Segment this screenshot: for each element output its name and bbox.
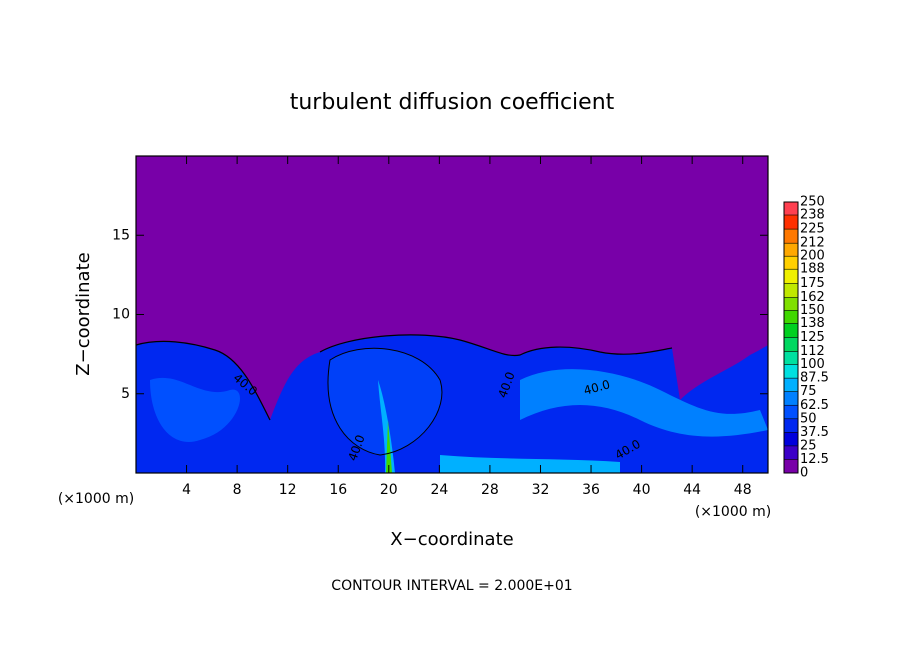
x-tick-label: 44	[683, 482, 701, 498]
colorbar-label: 100	[800, 357, 825, 372]
colorbar-band	[784, 202, 798, 216]
colorbar-label: 112	[800, 344, 825, 359]
chart-title: turbulent diffusion coefficient	[290, 90, 615, 115]
colorbar-label: 12.5	[800, 452, 829, 467]
colorbar-band	[784, 283, 798, 298]
colorbar-label: 162	[800, 290, 825, 305]
colorbar-band	[784, 445, 798, 460]
colorbar-band	[784, 269, 798, 284]
colorbar-label: 250	[800, 195, 825, 210]
contour-label: 40.0	[582, 377, 611, 397]
colorbar-label: 0	[800, 466, 808, 481]
colorbar-band	[784, 323, 798, 338]
x-tick-label: 12	[279, 482, 297, 498]
colorbar-label: 62.5	[800, 398, 829, 413]
colorbar-band	[784, 378, 798, 392]
colorbar-band	[784, 391, 798, 406]
x-tick-label: 16	[329, 482, 347, 498]
footnote: CONTOUR INTERVAL = 2.000E+01	[331, 578, 572, 594]
x-tick-label: 48	[734, 482, 752, 498]
colorbar-label: 225	[800, 222, 825, 237]
x-unit-label: (×1000 m)	[695, 504, 771, 520]
colorbar-label: 37.5	[800, 425, 829, 440]
colorbar-band	[784, 297, 798, 311]
colorbar-label: 25	[800, 438, 817, 453]
colorbar-label: 125	[800, 330, 825, 345]
colorbar-label: 238	[800, 208, 825, 223]
x-tick-label: 24	[430, 482, 448, 498]
colorbar-label: 75	[800, 384, 817, 399]
x-axis-label: X−coordinate	[390, 529, 513, 550]
x-tick-label: 36	[582, 482, 600, 498]
colorbar-label: 212	[800, 236, 825, 251]
colorbar-label: 188	[800, 262, 825, 277]
x-tick-label: 4	[182, 482, 191, 498]
colorbar-label: 87.5	[800, 371, 829, 386]
colorbar-band	[784, 337, 798, 352]
colorbar-band	[784, 364, 798, 379]
y-tick-label: 15	[112, 227, 130, 243]
colorbar-band	[784, 351, 798, 365]
colorbar-band	[784, 243, 798, 257]
colorbar-label: 150	[800, 303, 825, 318]
y-tick-label: 5	[121, 386, 130, 402]
x-tick-label: 32	[532, 482, 550, 498]
x-tick-label: 40	[633, 482, 651, 498]
x-tick-label: 8	[233, 482, 242, 498]
x-tick-label: 28	[481, 482, 499, 498]
colorbar-band	[784, 418, 798, 433]
colorbar-band	[784, 229, 798, 244]
colorbar-label: 175	[800, 276, 825, 291]
colorbar-band	[784, 459, 798, 473]
field	[136, 156, 768, 473]
y-axis-label: Z−coordinate	[73, 252, 94, 375]
colorbar-band	[784, 432, 798, 446]
colorbar-label: 200	[800, 249, 825, 264]
x-tick-label: 20	[380, 482, 398, 498]
colorbar-label: 138	[800, 316, 825, 331]
y-tick-label: 10	[112, 307, 130, 323]
colorbar-band	[784, 310, 798, 324]
x-unit-label: (×1000 m)	[58, 491, 134, 507]
colorbar-label: 50	[800, 411, 817, 426]
colorbar-band	[784, 215, 798, 230]
colorbar-band	[784, 256, 798, 270]
colorbar-band	[784, 405, 798, 419]
